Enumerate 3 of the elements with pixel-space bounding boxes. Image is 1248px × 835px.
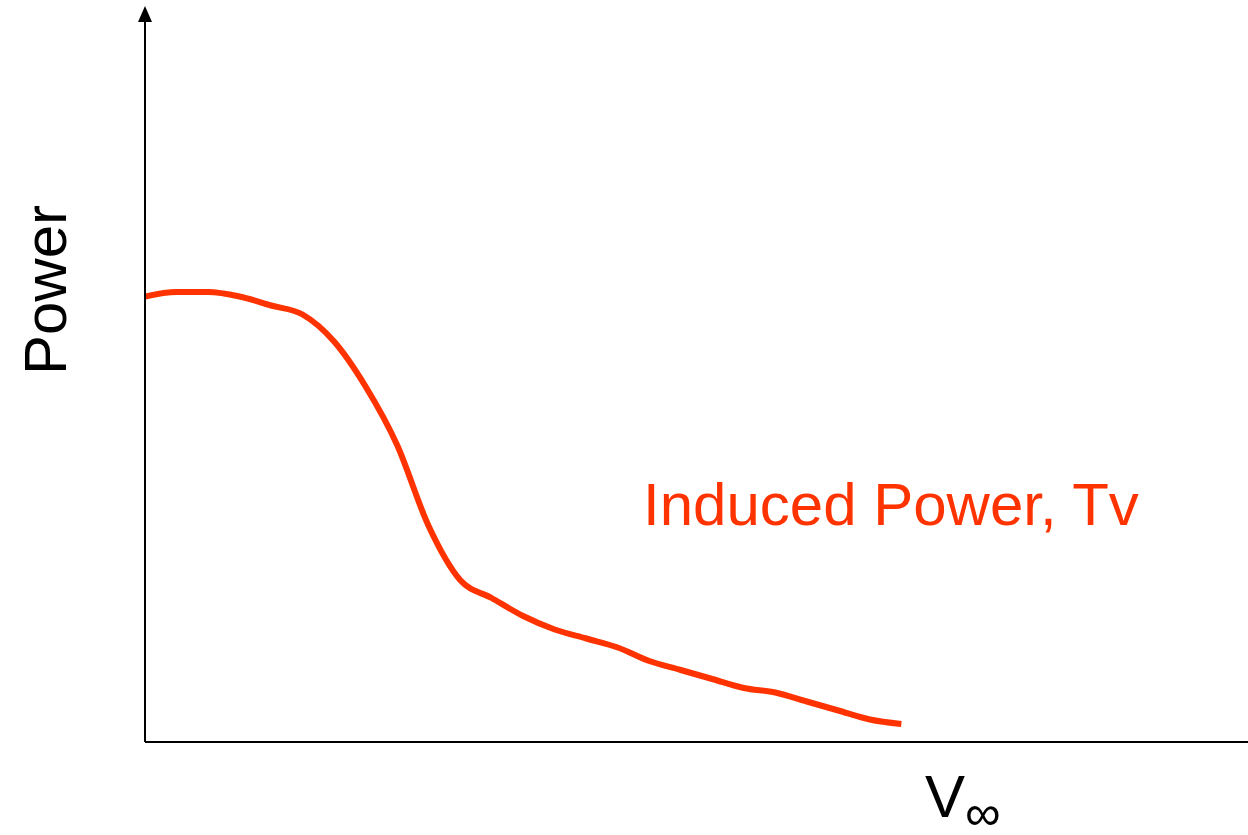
- y-axis-title: Power: [10, 204, 80, 376]
- series-label: Induced Power, Tv: [643, 470, 1139, 539]
- x-axis-title: V$_{∞}$: [925, 762, 1001, 835]
